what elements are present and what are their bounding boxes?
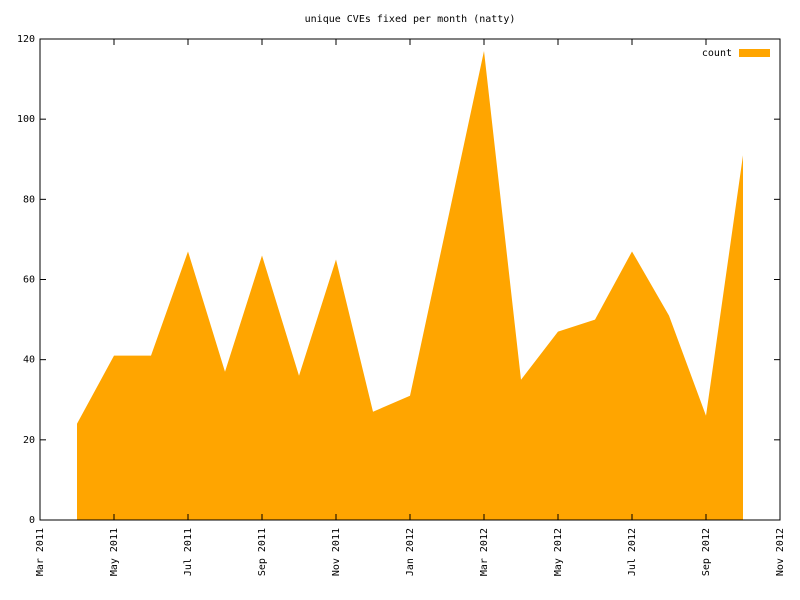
y-tick-label: 80 xyxy=(23,194,35,205)
legend-label: count xyxy=(702,48,732,59)
x-tick-label: Nov 2012 xyxy=(775,528,786,576)
x-tick-label: May 2011 xyxy=(109,528,120,576)
x-tick-label: May 2012 xyxy=(553,528,564,576)
x-tick-label: Jan 2012 xyxy=(405,528,416,576)
y-tick-label: 120 xyxy=(17,34,35,45)
y-tick-label: 100 xyxy=(17,114,35,125)
y-tick-label: 0 xyxy=(29,515,35,526)
y-tick-label: 20 xyxy=(23,435,35,446)
x-tick-label: Jul 2011 xyxy=(183,528,194,576)
x-tick-label: Mar 2012 xyxy=(479,528,490,576)
chart-title: unique CVEs fixed per month (natty) xyxy=(305,14,516,25)
x-tick-label: Mar 2011 xyxy=(35,528,46,576)
area xyxy=(77,51,743,521)
x-tick-label: Jul 2012 xyxy=(627,528,638,576)
x-tick-label: Sep 2012 xyxy=(701,528,712,576)
y-tick-label: 60 xyxy=(23,275,35,286)
x-tick-label: Nov 2011 xyxy=(331,528,342,576)
y-tick-label: 40 xyxy=(23,355,35,366)
x-tick-label: Sep 2011 xyxy=(257,528,268,576)
legend-swatch xyxy=(739,49,770,57)
